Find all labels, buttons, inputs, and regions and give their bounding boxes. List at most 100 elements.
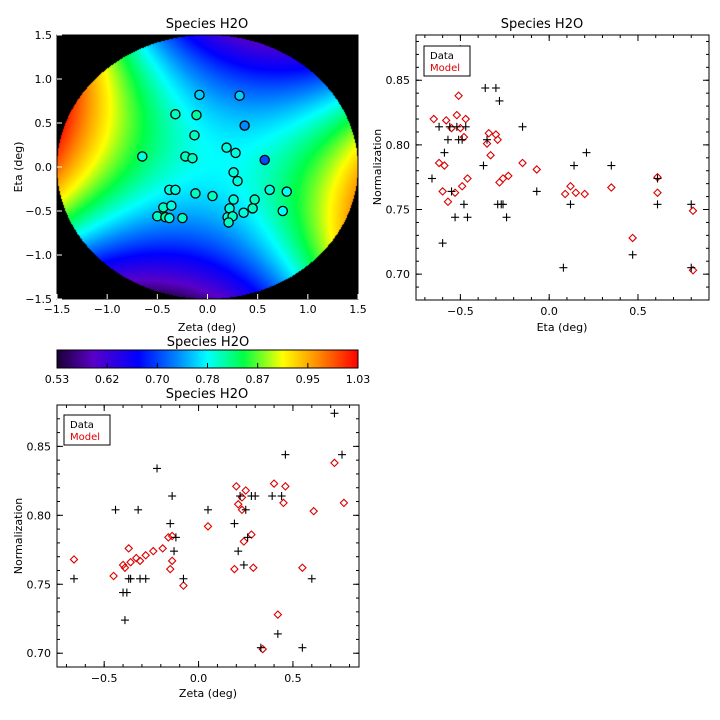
eta-y-axis-label: Normalization bbox=[371, 129, 384, 205]
eta-data-point bbox=[479, 161, 488, 170]
zeta-y-tick-label: 0.80 bbox=[27, 509, 52, 522]
map-point bbox=[264, 184, 275, 196]
eta-model-point bbox=[484, 128, 494, 138]
zeta-model-point bbox=[69, 555, 79, 564]
map-point bbox=[234, 90, 245, 101]
zeta-model-point bbox=[165, 564, 175, 574]
eta-model-point bbox=[560, 189, 570, 199]
colorbar-tick-label: 0.87 bbox=[245, 373, 270, 386]
colorbar-tick-label: 0.78 bbox=[195, 373, 220, 386]
zeta-model-point bbox=[309, 506, 319, 516]
zeta-data-point bbox=[204, 505, 212, 514]
zeta-model-point bbox=[109, 571, 119, 581]
map-data-points bbox=[137, 89, 293, 228]
zeta-legend-box bbox=[63, 414, 111, 446]
zeta-data-point bbox=[338, 450, 347, 459]
eta-data-point bbox=[463, 213, 472, 222]
zeta-title: Species H2O bbox=[166, 387, 248, 402]
map-x-axis-label: Zeta (deg) bbox=[178, 321, 236, 334]
eta-data-point bbox=[491, 84, 500, 92]
zeta-model-point bbox=[281, 481, 290, 491]
colorbar-title: Species H2O bbox=[167, 335, 249, 350]
zeta-model-point bbox=[339, 498, 349, 508]
zeta-model-point bbox=[279, 498, 288, 508]
zeta-model-point bbox=[269, 479, 279, 488]
eta-data-point bbox=[427, 174, 436, 183]
eta-model-point bbox=[459, 132, 469, 142]
zeta-model-point bbox=[167, 531, 177, 541]
map-point bbox=[164, 212, 175, 224]
zeta-data-points bbox=[69, 409, 349, 654]
map-point bbox=[170, 108, 181, 120]
map-point bbox=[189, 130, 200, 141]
map-point bbox=[223, 217, 234, 228]
eta-data-point bbox=[559, 263, 568, 272]
map-x-tick-label: −1.5 bbox=[44, 303, 71, 316]
zeta-model-point bbox=[239, 537, 249, 546]
eta-legend-model: Model bbox=[430, 63, 460, 74]
eta-model-point bbox=[440, 161, 449, 170]
zeta-model-point bbox=[124, 544, 134, 553]
map-x-tick-label: 1.5 bbox=[349, 303, 367, 316]
colorbar-tick-label: 0.70 bbox=[145, 373, 170, 386]
eta-data-point bbox=[483, 135, 492, 144]
eta-data-point bbox=[445, 122, 454, 131]
map-y-tick-label: 1.0 bbox=[35, 73, 53, 86]
eta-title: Species H2O bbox=[501, 17, 583, 32]
eta-frame bbox=[415, 34, 710, 301]
zeta-legend-model: Model bbox=[70, 432, 100, 443]
colorbar-tick-label: 0.95 bbox=[296, 373, 321, 386]
map-point bbox=[177, 212, 188, 224]
zeta-data-point bbox=[166, 519, 175, 528]
zeta-x-tick-label: 0.0 bbox=[190, 672, 208, 685]
eta-x-tick-label: −0.5 bbox=[447, 305, 474, 318]
zeta-data-point bbox=[230, 519, 239, 528]
zeta-data-point bbox=[236, 492, 245, 501]
eta-data-point bbox=[481, 84, 490, 92]
zeta-x-axis-label: Zeta (deg) bbox=[179, 687, 237, 700]
zeta-panel: Species H2O −0.5 0.0 0.5 0.70 0.75 0.80 0.85 D… bbox=[12, 387, 360, 700]
zeta-frame bbox=[56, 404, 360, 668]
map-panel: Species H2O −1.5−1.5 −1.0 −1.0 −0.5 −0.5 0.0 0… bbox=[12, 17, 367, 334]
eta-data-point bbox=[607, 161, 616, 170]
map-point bbox=[277, 205, 288, 217]
eta-legend-box bbox=[423, 45, 471, 77]
map-point bbox=[137, 151, 148, 162]
eta-model-point bbox=[434, 158, 444, 168]
eta-model-point bbox=[580, 189, 590, 199]
zeta-data-point bbox=[241, 505, 250, 514]
eta-data-point bbox=[653, 200, 662, 209]
eta-data-point bbox=[451, 213, 460, 222]
zeta-data-point bbox=[171, 533, 180, 542]
map-point bbox=[259, 154, 270, 166]
eta-model-point bbox=[566, 181, 575, 191]
zeta-data-point bbox=[307, 574, 316, 583]
eta-model-point bbox=[518, 158, 527, 168]
map-point bbox=[207, 190, 218, 202]
eta-data-point bbox=[440, 148, 449, 157]
eta-model-point bbox=[688, 206, 698, 216]
eta-data-point bbox=[461, 122, 470, 131]
colorbar-ticks: 0.53 0.62 0.70 0.78 0.87 0.95 1.03 bbox=[45, 363, 370, 386]
zeta-data-point bbox=[179, 574, 188, 583]
colorbar: Species H2O 0.53 0.62 0.70 0.78 0.87 0.95 1.03 bbox=[45, 335, 371, 386]
zeta-y-tick-label: 0.75 bbox=[27, 578, 52, 591]
eta-x-tick-label: 0.0 bbox=[540, 305, 558, 318]
zeta-y-tick-label: 0.70 bbox=[27, 647, 52, 660]
map-y-tick-label: 0.5 bbox=[35, 117, 53, 130]
map-x-tick-label: 0.0 bbox=[199, 303, 217, 316]
eta-x-axis-label: Eta (deg) bbox=[537, 321, 588, 334]
map-point bbox=[230, 147, 241, 159]
map-x-tick-label: 1.0 bbox=[299, 303, 317, 316]
map-point bbox=[249, 194, 260, 205]
map-title: Species H2O bbox=[166, 17, 248, 32]
zeta-model-point bbox=[233, 499, 243, 509]
zeta-data-point bbox=[69, 574, 78, 583]
zeta-model-point bbox=[330, 458, 339, 468]
map-point bbox=[194, 89, 205, 101]
eta-model-point bbox=[482, 139, 492, 148]
map-point bbox=[190, 188, 201, 199]
eta-model-point bbox=[454, 91, 463, 101]
eta-data-point bbox=[566, 200, 575, 209]
eta-data-point bbox=[502, 213, 511, 222]
